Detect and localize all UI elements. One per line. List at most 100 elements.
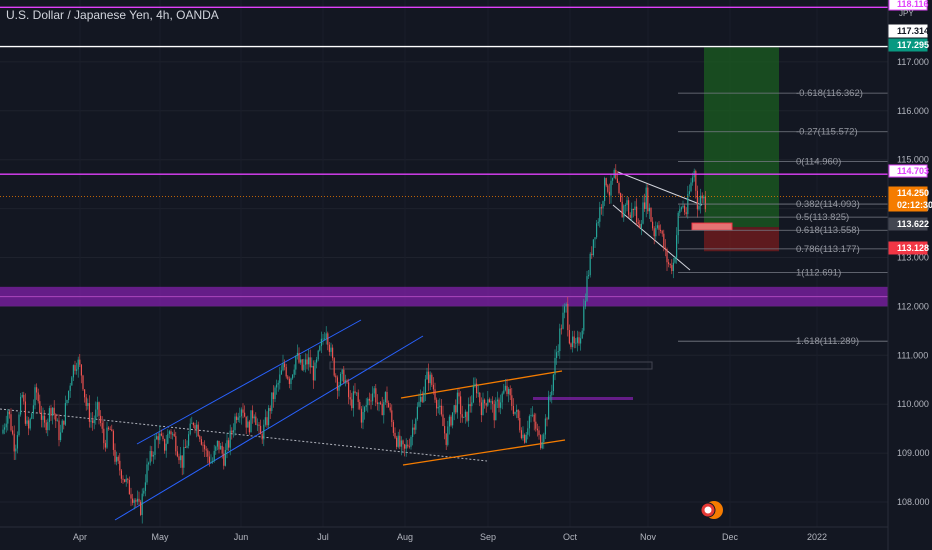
candle-body: [596, 223, 598, 238]
price-tag-white-box: [888, 24, 928, 38]
candle-body: [29, 418, 31, 429]
candle-body: [618, 182, 620, 194]
horizontal-lines-layer: [0, 6, 888, 197]
candle-body: [196, 424, 198, 429]
candle-body: [268, 408, 270, 426]
candle-body: [128, 479, 130, 495]
candle-body: [362, 412, 364, 423]
x-tick-label: May: [151, 532, 169, 542]
candle-body: [472, 385, 474, 403]
candle-body: [469, 404, 471, 407]
candle-body: [354, 391, 356, 394]
candle-body: [112, 431, 114, 450]
candle-body: [149, 451, 151, 463]
candle-body: [701, 195, 703, 199]
candle-body: [509, 388, 511, 396]
candle-body: [72, 365, 74, 378]
fib-level-label: -0.618(116.362): [796, 88, 863, 99]
candle-body: [333, 358, 335, 376]
candle-body: [352, 391, 354, 409]
candle-body: [468, 404, 470, 421]
candle-body: [552, 374, 554, 392]
candle-body: [308, 357, 310, 365]
candle-body: [607, 185, 609, 192]
candle-body: [588, 275, 590, 277]
candle-body: [682, 205, 684, 208]
candle-body: [548, 396, 550, 420]
candle-body: [344, 380, 346, 383]
candle-body: [415, 419, 417, 430]
candle-body: [576, 337, 578, 343]
candle-body: [61, 420, 63, 433]
candle-body: [621, 201, 623, 218]
candle-body: [293, 369, 295, 375]
candle-body: [640, 223, 642, 229]
fib-retracement[interactable]: -0.618(116.362) -0.27(115.572) 0(114.960) 0…: [678, 88, 888, 347]
candle-body: [7, 411, 9, 424]
long-position-tool[interactable]: [691, 47, 779, 252]
candle-body: [692, 177, 694, 183]
candle-body: [655, 227, 657, 237]
candle-body: [384, 391, 386, 403]
candle-body: [512, 405, 514, 414]
candle-body: [215, 446, 217, 451]
candle-body: [602, 201, 604, 209]
candle-body: [317, 350, 319, 360]
candle-body: [565, 303, 567, 307]
candle-body: [60, 432, 62, 441]
candle-body: [495, 401, 497, 421]
candle-body: [48, 408, 50, 422]
candle-body: [205, 449, 207, 451]
replay-icon[interactable]: [700, 501, 723, 519]
candle-body: [586, 276, 588, 301]
candle-body: [40, 412, 42, 420]
candle-body: [455, 405, 457, 413]
candle-body: [508, 388, 510, 394]
candle-body: [2, 429, 4, 434]
candle-body: [314, 362, 316, 381]
fib-level-label: 0.618(113.558): [796, 225, 860, 236]
x-tick-label: Jun: [234, 532, 249, 542]
y-tick-label: 108.000: [897, 497, 930, 507]
candle-body: [375, 388, 377, 403]
candle-body: [484, 399, 486, 404]
candle-body: [677, 212, 679, 236]
candle-body: [26, 420, 28, 424]
candle-body: [522, 434, 524, 439]
long-trend-dotted: [0, 408, 488, 462]
time-axis[interactable]: Apr May Jun Jul Aug Sep Oct Nov Dec 2022: [73, 532, 827, 542]
price-tag-label: 02:12:30: [897, 200, 932, 210]
candle-body: [690, 182, 692, 192]
candle-body: [335, 375, 337, 378]
candle-body: [71, 377, 73, 386]
candle-body: [341, 369, 343, 375]
candle-body: [324, 338, 326, 340]
candle-body: [96, 402, 98, 410]
candle-body: [544, 418, 546, 435]
candle-body: [216, 440, 218, 447]
x-tick-label: Nov: [640, 532, 657, 542]
candle-body: [396, 437, 398, 447]
candle-body: [383, 402, 385, 416]
candle-body: [533, 414, 535, 422]
candle-body: [68, 390, 70, 401]
candle-body: [87, 403, 89, 406]
profit-zone: [704, 47, 779, 228]
candle-body: [600, 207, 602, 209]
y-tick-label: 117.000: [897, 57, 929, 67]
candle-body: [634, 206, 636, 210]
candle-body: [98, 402, 100, 416]
candle-body: [434, 389, 436, 400]
candle-body: [296, 352, 298, 356]
candle-body: [661, 231, 663, 234]
candle-body: [175, 436, 177, 452]
loss-zone: [704, 227, 779, 252]
candle-body: [431, 374, 433, 385]
candle-body: [170, 431, 172, 435]
price-tag-magenta-line: [888, 164, 928, 178]
candle-body: [567, 303, 569, 331]
candle-body: [572, 336, 574, 348]
candle-body: [546, 418, 548, 420]
candle-body: [452, 412, 454, 426]
